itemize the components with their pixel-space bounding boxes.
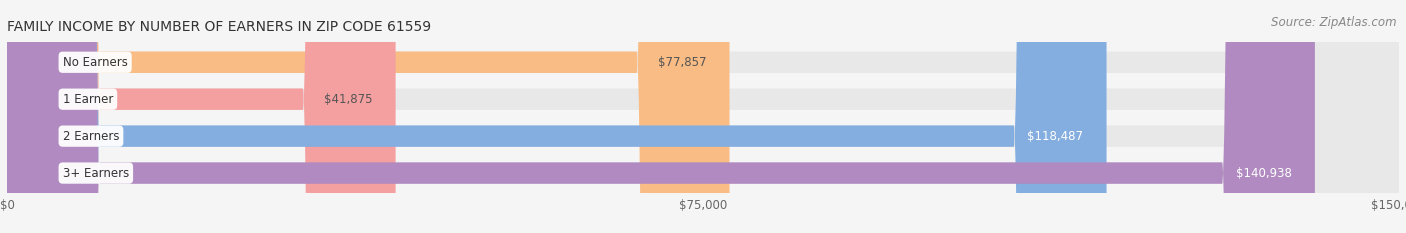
Text: No Earners: No Earners [63, 56, 128, 69]
Text: Source: ZipAtlas.com: Source: ZipAtlas.com [1271, 16, 1396, 29]
Text: $41,875: $41,875 [323, 93, 373, 106]
Text: 3+ Earners: 3+ Earners [63, 167, 129, 180]
FancyBboxPatch shape [7, 0, 730, 233]
Text: 1 Earner: 1 Earner [63, 93, 112, 106]
Text: $77,857: $77,857 [658, 56, 706, 69]
FancyBboxPatch shape [7, 0, 1399, 233]
Text: FAMILY INCOME BY NUMBER OF EARNERS IN ZIP CODE 61559: FAMILY INCOME BY NUMBER OF EARNERS IN ZI… [7, 20, 432, 34]
FancyBboxPatch shape [7, 0, 395, 233]
Text: $140,938: $140,938 [1236, 167, 1292, 180]
FancyBboxPatch shape [7, 0, 1399, 233]
Text: $118,487: $118,487 [1028, 130, 1084, 143]
FancyBboxPatch shape [7, 0, 1107, 233]
FancyBboxPatch shape [7, 0, 1399, 233]
FancyBboxPatch shape [7, 0, 1315, 233]
Text: 2 Earners: 2 Earners [63, 130, 120, 143]
FancyBboxPatch shape [7, 0, 1399, 233]
